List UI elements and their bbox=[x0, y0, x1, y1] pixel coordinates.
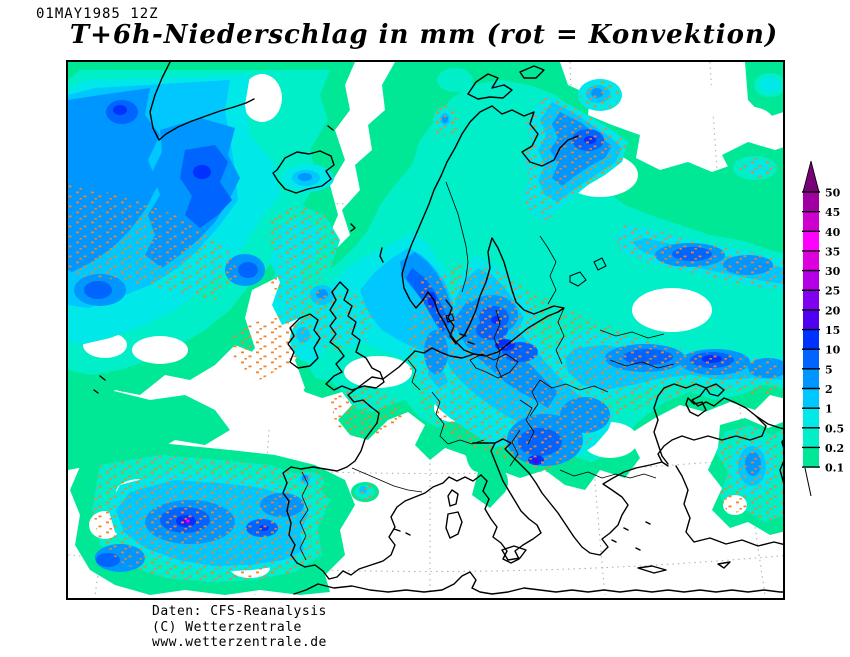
run-timestamp: 01MAY1985 12Z bbox=[36, 6, 159, 22]
coastlines bbox=[93, 62, 783, 595]
coast-adriatic-east bbox=[494, 438, 663, 556]
svg-text:0.5: 0.5 bbox=[825, 422, 844, 435]
coast-jan-mayen bbox=[327, 125, 334, 131]
coast-azov bbox=[705, 383, 725, 397]
svg-text:2: 2 bbox=[825, 383, 833, 396]
coast-sicily bbox=[501, 545, 527, 561]
lake-vanern bbox=[445, 313, 455, 323]
map-title: T+6h-Niederschlag in mm (rot = Konvektio… bbox=[69, 20, 779, 50]
credits-website: www.wetterzentrale.de bbox=[152, 635, 327, 650]
svg-text:0.1: 0.1 bbox=[825, 462, 844, 475]
coast-crete bbox=[637, 565, 667, 574]
coast-continent-west bbox=[282, 347, 482, 580]
coast-britain bbox=[325, 281, 385, 391]
legend-arrow-top bbox=[802, 160, 820, 193]
lakes bbox=[445, 257, 607, 323]
coast-danish-isles bbox=[459, 333, 475, 345]
credits-block: Daten: CFS-Reanalysis (C) Wetterzentrale… bbox=[152, 604, 327, 651]
coast-cyprus bbox=[717, 561, 731, 569]
coast-scandinavia bbox=[401, 105, 565, 343]
coast-svalbard bbox=[467, 73, 513, 100]
coast-greenland bbox=[149, 62, 255, 141]
coast-azores bbox=[93, 375, 106, 394]
coast-baltic-south bbox=[455, 307, 565, 357]
svg-text:35: 35 bbox=[825, 245, 840, 258]
coast-iceland bbox=[272, 150, 335, 194]
coast-shetland bbox=[379, 247, 384, 263]
svg-text:40: 40 bbox=[825, 226, 841, 239]
coast-aegean-turkey bbox=[675, 465, 783, 547]
legend-tail bbox=[804, 467, 812, 497]
lake-onega bbox=[593, 257, 607, 271]
svg-text:5: 5 bbox=[825, 363, 833, 376]
svg-text:50: 50 bbox=[825, 187, 841, 200]
coast-corsica bbox=[447, 489, 459, 507]
coast-crimea bbox=[685, 397, 707, 417]
credits-copyright: (C) Wetterzentrale bbox=[152, 619, 302, 635]
coast-sardinia bbox=[445, 511, 463, 539]
lake-ladoga bbox=[569, 271, 587, 287]
country-borders bbox=[299, 181, 675, 561]
coast-north-africa bbox=[293, 571, 783, 595]
precipitation-map bbox=[68, 62, 783, 596]
coast-balearics bbox=[393, 528, 411, 536]
coast-aegean-islands bbox=[611, 521, 651, 551]
coast-faroe bbox=[350, 223, 356, 232]
coast-ireland bbox=[287, 313, 321, 369]
svg-text:15: 15 bbox=[825, 324, 840, 337]
svg-text:1: 1 bbox=[825, 403, 833, 416]
svg-text:20: 20 bbox=[825, 304, 841, 317]
map-frame bbox=[66, 60, 785, 600]
convection-speckles bbox=[68, 81, 783, 582]
svg-text:10: 10 bbox=[825, 344, 841, 357]
legend-ticks bbox=[802, 191, 820, 468]
credits-data-source: Daten: CFS-Reanalysis bbox=[152, 604, 327, 619]
svg-text:45: 45 bbox=[825, 206, 840, 219]
coast-blacksea bbox=[653, 383, 767, 467]
coast-caucasus bbox=[755, 415, 783, 430]
coast-svalbard-east bbox=[519, 65, 545, 79]
svg-text:30: 30 bbox=[825, 265, 841, 278]
legend-labels: 50 45 40 35 30 25 20 15 10 5 2 1 0.5 0.2… bbox=[825, 187, 844, 475]
coast-denmark bbox=[445, 299, 457, 345]
svg-text:25: 25 bbox=[825, 285, 840, 298]
coast-kola-whitesea bbox=[491, 105, 579, 167]
svg-text:0.2: 0.2 bbox=[825, 442, 844, 455]
color-scale-legend: 50 45 40 35 30 25 20 15 10 5 2 1 0.5 0.2… bbox=[802, 160, 844, 497]
